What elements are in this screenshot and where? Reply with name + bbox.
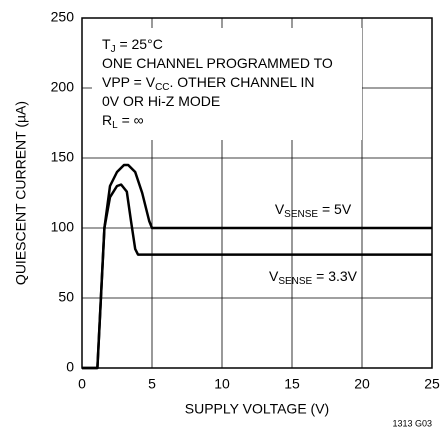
x-tick-label: 5 — [148, 376, 156, 392]
annotation-part: SENSE — [284, 208, 318, 219]
footnote: 1313 G03 — [392, 418, 432, 428]
annotation-part: J — [111, 44, 116, 55]
annotation-part: T — [102, 36, 111, 52]
annotation-part: ONE CHANNEL PROGRAMMED TO — [102, 55, 333, 71]
annotation-part: = 3.3V — [312, 268, 357, 284]
annotation-part: V — [275, 201, 285, 217]
annotation-part: L — [112, 120, 118, 131]
y-tick-label: 250 — [51, 9, 75, 25]
annotation-part: SENSE — [278, 276, 312, 287]
annotation-part: V — [269, 268, 279, 284]
annotation: VPP = VCC. OTHER CHANNEL IN — [102, 74, 314, 93]
x-axis-label: SUPPLY VOLTAGE (V) — [185, 401, 329, 417]
annotation: RL = ∞ — [102, 112, 144, 131]
annotation-part: R — [102, 112, 112, 128]
annotation-part: = 25°C — [116, 36, 163, 52]
y-tick-label: 0 — [66, 359, 74, 375]
annotation-part: CC — [155, 82, 169, 93]
y-tick-label: 50 — [58, 289, 74, 305]
series-line — [82, 183, 432, 370]
x-tick-label: 25 — [424, 376, 440, 392]
annotation-part: = ∞ — [118, 112, 144, 128]
annotation-part: . OTHER CHANNEL IN — [170, 74, 315, 90]
series-label: VSENSE = 5V — [275, 201, 352, 220]
annotation-part: = 5V — [318, 201, 352, 217]
annotation: 0V OR Hi-Z MODE — [102, 93, 220, 109]
y-tick-label: 100 — [51, 219, 75, 235]
x-tick-label: 15 — [284, 376, 300, 392]
annotation-background — [92, 28, 362, 140]
y-tick-label: 200 — [51, 79, 75, 95]
series-label: VSENSE = 3.3V — [269, 268, 358, 287]
series-line — [82, 163, 432, 370]
x-tick-label: 20 — [354, 376, 370, 392]
y-axis-label: QUIESCENT CURRENT (µA) — [13, 101, 29, 285]
y-tick-label: 150 — [51, 149, 75, 165]
annotation: TJ = 25°C — [102, 36, 163, 55]
annotation-part: 0V OR Hi-Z MODE — [102, 93, 220, 109]
x-tick-label: 0 — [78, 376, 86, 392]
annotation-part: VPP = V — [102, 74, 156, 90]
annotation: ONE CHANNEL PROGRAMMED TO — [102, 55, 333, 71]
x-tick-label: 10 — [214, 376, 230, 392]
